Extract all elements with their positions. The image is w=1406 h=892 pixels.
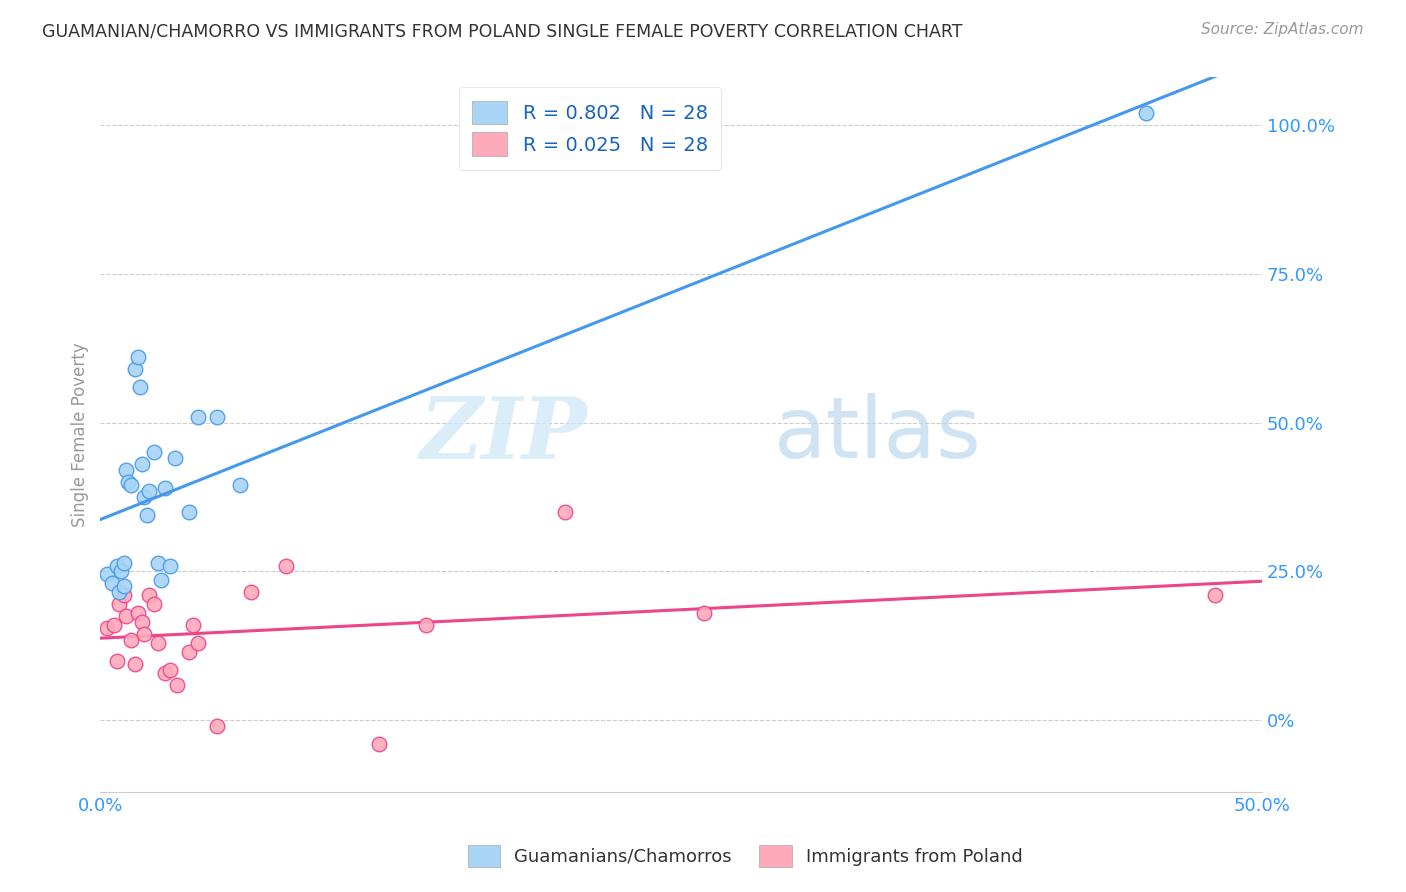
Point xyxy=(124,362,146,376)
Text: Source: ZipAtlas.com: Source: ZipAtlas.com xyxy=(1201,22,1364,37)
Point xyxy=(108,597,131,611)
Point xyxy=(181,618,204,632)
Point xyxy=(110,565,132,579)
Point xyxy=(205,719,228,733)
Point xyxy=(229,478,252,492)
Point xyxy=(415,618,437,632)
Point xyxy=(103,618,125,632)
Point xyxy=(155,481,177,495)
Point xyxy=(115,609,138,624)
Point xyxy=(554,505,576,519)
Point xyxy=(134,490,156,504)
Point xyxy=(693,606,716,620)
Point xyxy=(112,556,135,570)
Point xyxy=(105,558,128,573)
Point xyxy=(101,576,124,591)
Point xyxy=(368,737,391,751)
Text: atlas: atlas xyxy=(775,393,981,476)
Point xyxy=(148,556,170,570)
Point xyxy=(205,409,228,424)
Point xyxy=(108,585,131,599)
Point xyxy=(163,451,186,466)
Point xyxy=(134,627,156,641)
Point xyxy=(1135,106,1157,120)
Point xyxy=(112,579,135,593)
Point xyxy=(276,558,298,573)
Point xyxy=(131,458,153,472)
Point xyxy=(128,380,150,394)
Point xyxy=(131,615,153,629)
Point xyxy=(240,585,263,599)
Point xyxy=(148,636,170,650)
Point xyxy=(159,558,181,573)
Point xyxy=(1204,588,1226,602)
Text: ZIP: ZIP xyxy=(420,392,588,476)
Point xyxy=(166,677,188,691)
Point xyxy=(155,665,177,680)
Point xyxy=(138,588,160,602)
Point xyxy=(177,645,200,659)
Point xyxy=(124,657,146,671)
Point xyxy=(115,463,138,477)
Point xyxy=(105,654,128,668)
Y-axis label: Single Female Poverty: Single Female Poverty xyxy=(72,343,89,527)
Point xyxy=(127,606,149,620)
Point xyxy=(142,597,165,611)
Legend: R = 0.802   N = 28, R = 0.025   N = 28: R = 0.802 N = 28, R = 0.025 N = 28 xyxy=(458,87,721,169)
Point xyxy=(138,484,160,499)
Point xyxy=(159,663,181,677)
Point xyxy=(112,588,135,602)
Point xyxy=(127,350,149,364)
Point xyxy=(177,505,200,519)
Point xyxy=(120,632,142,647)
Text: GUAMANIAN/CHAMORRO VS IMMIGRANTS FROM POLAND SINGLE FEMALE POVERTY CORRELATION C: GUAMANIAN/CHAMORRO VS IMMIGRANTS FROM PO… xyxy=(42,22,963,40)
Point xyxy=(149,574,172,588)
Point xyxy=(117,475,139,490)
Point xyxy=(187,636,209,650)
Point xyxy=(120,478,142,492)
Legend: Guamanians/Chamorros, Immigrants from Poland: Guamanians/Chamorros, Immigrants from Po… xyxy=(460,838,1031,874)
Point xyxy=(96,567,118,582)
Point xyxy=(142,445,165,459)
Point xyxy=(135,508,157,522)
Point xyxy=(187,409,209,424)
Point xyxy=(96,621,118,635)
